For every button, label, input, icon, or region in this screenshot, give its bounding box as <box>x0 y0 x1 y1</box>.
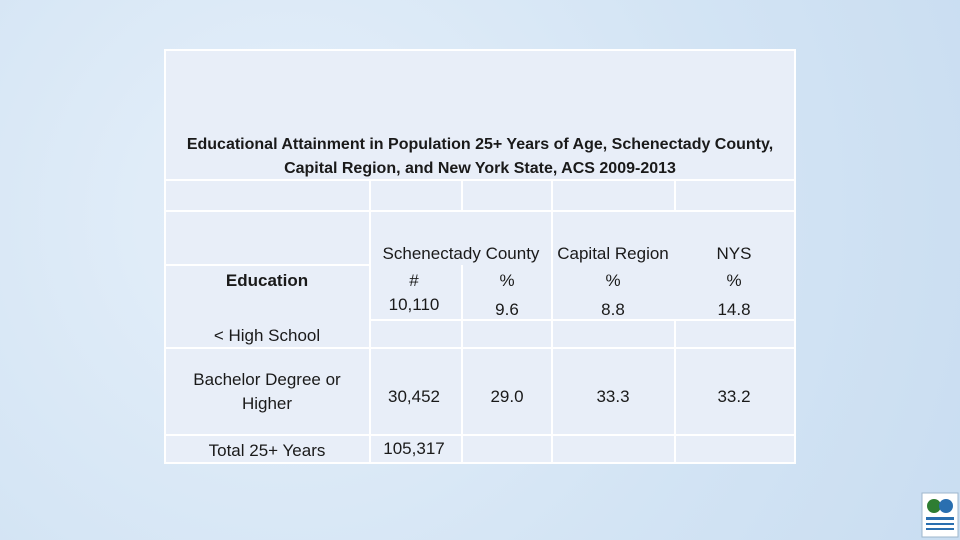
cell: 8.8 <box>601 300 625 319</box>
column-unit: # <box>409 271 419 290</box>
column-unit: % <box>726 271 742 290</box>
row-header: Education <box>225 271 309 290</box>
column-unit: % <box>499 271 515 290</box>
column-group: NYS <box>716 244 752 263</box>
row-label: < High School <box>213 326 321 345</box>
row-label: Total 25+ Years <box>208 441 326 460</box>
column-group: Schenectady County <box>382 244 540 263</box>
cell: 14.8 <box>717 300 751 319</box>
cell: 33.2 <box>717 387 751 406</box>
cell: 10,110 <box>388 295 440 314</box>
column-unit: % <box>605 271 621 290</box>
cell: 30,452 <box>388 387 440 406</box>
row-label: Bachelor Degree or Higher <box>193 370 341 413</box>
logo <box>921 492 959 538</box>
cell: 33.3 <box>596 387 630 406</box>
cell: 9.6 <box>495 300 519 319</box>
cell: 105,317 <box>383 439 445 458</box>
table-title: Educational Attainment in Population 25+… <box>186 136 774 177</box>
column-group: Capital Region <box>557 244 669 263</box>
cell: 29.0 <box>490 387 524 406</box>
